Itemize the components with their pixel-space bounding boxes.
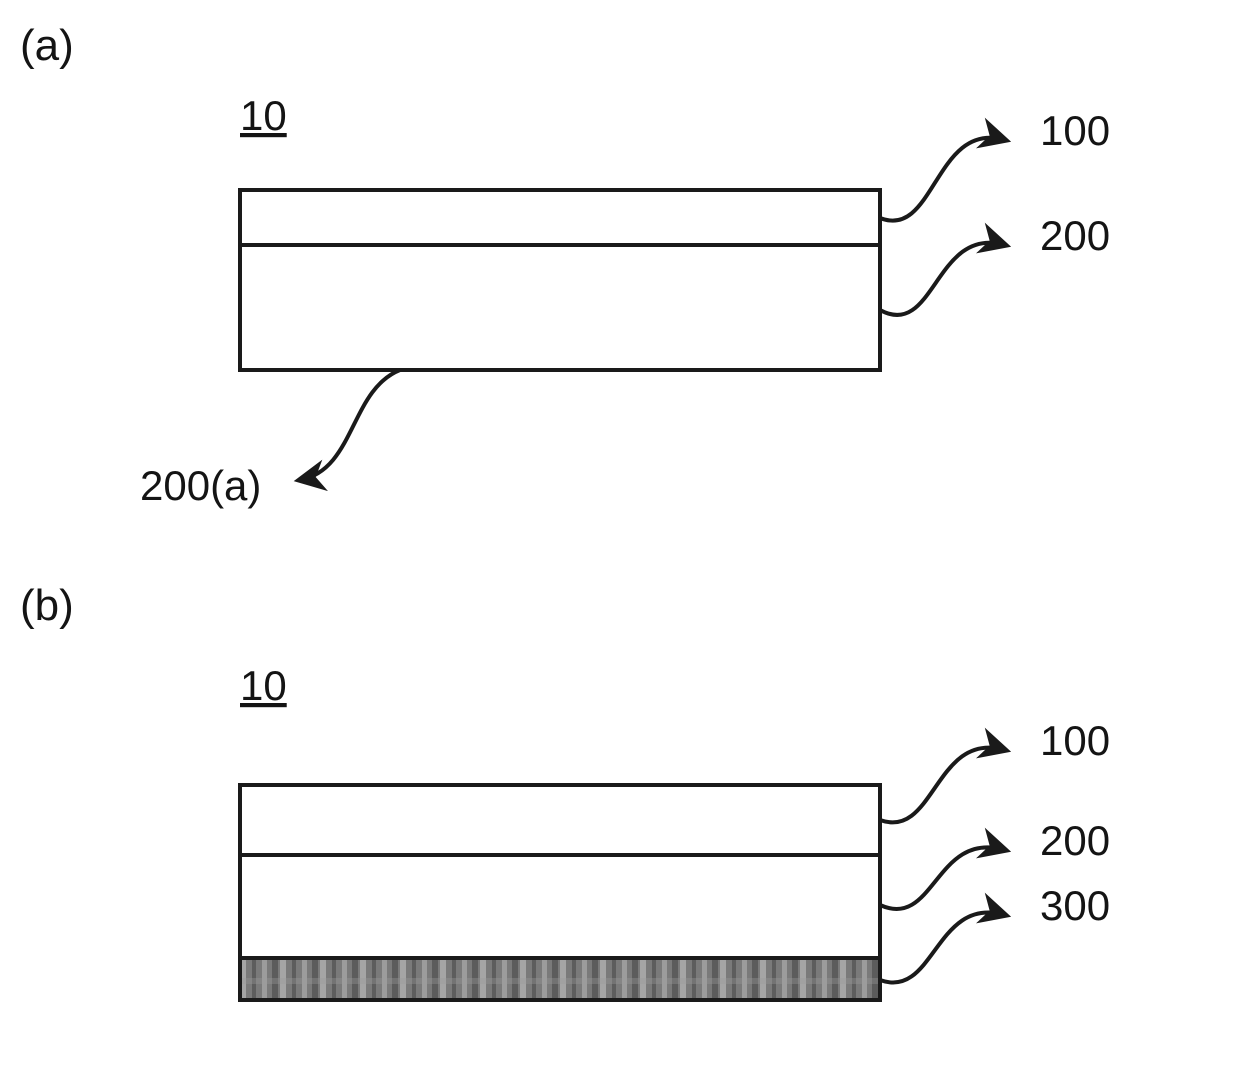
panel-label-b: (b) (20, 581, 74, 630)
callout-label-300: 300 (1040, 882, 1110, 929)
callout-label-200: 200 (1040, 817, 1110, 864)
callout-label-200(a): 200(a) (140, 462, 261, 509)
callout-label-200: 200 (1040, 212, 1110, 259)
callout-leader-100 (880, 748, 1005, 823)
layer-300 (240, 958, 880, 1000)
layer-100 (240, 190, 880, 245)
callout-leader-200 (880, 243, 1005, 315)
diagram-canvas: (a) 10 100 200 200(a) (b) 10 100 200 300 (0, 0, 1240, 1074)
figure-label-a: 10 (240, 92, 287, 139)
callout-leader-100 (880, 138, 1005, 221)
callout-label-100: 100 (1040, 107, 1110, 154)
layer-200 (240, 245, 880, 370)
figure-label-b: 10 (240, 662, 287, 709)
callout-leader-200 (880, 847, 1005, 909)
callout-leader-200(a) (300, 370, 400, 480)
layer-100 (240, 785, 880, 855)
layer-200 (240, 855, 880, 958)
panel-label-a: (a) (20, 21, 74, 70)
callout-label-100: 100 (1040, 717, 1110, 764)
callout-leader-300 (880, 912, 1005, 982)
